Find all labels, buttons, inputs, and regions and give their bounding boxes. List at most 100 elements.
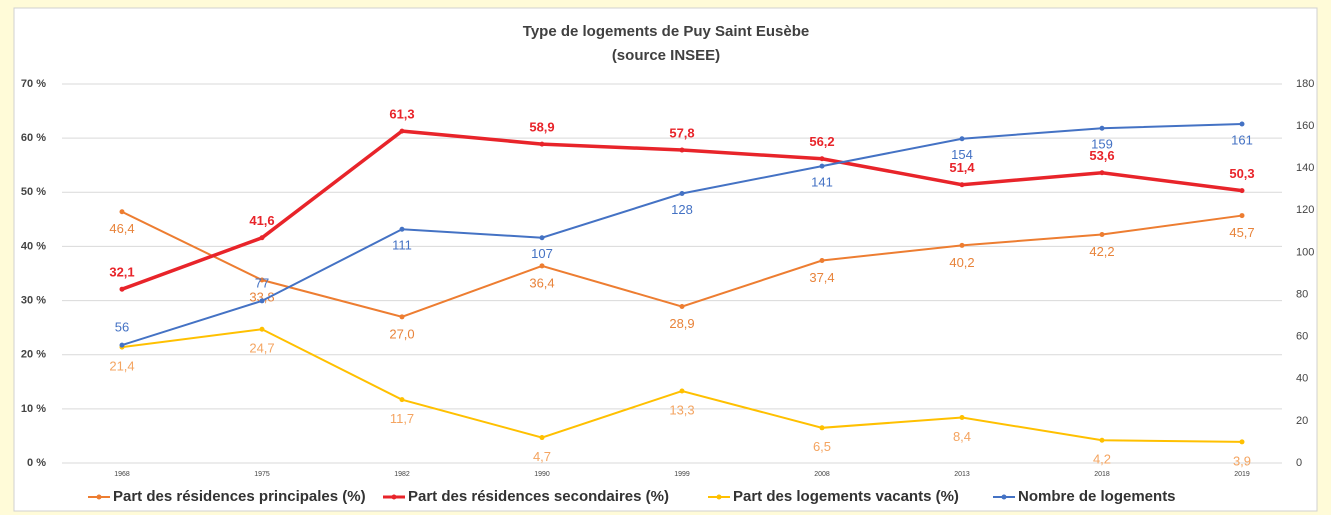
data-point [539,263,545,269]
y2-tick-label: 0 [1296,457,1302,469]
x-tick-label: 1990 [534,471,550,478]
data-point [679,190,685,196]
data-label: 51,4 [949,160,975,175]
x-tick-label: 1999 [674,471,690,478]
data-label: 46,4 [109,221,134,236]
data-point [119,286,125,292]
data-point [959,242,965,248]
legend-marker [716,494,722,500]
data-label: 24,7 [249,341,274,356]
data-point [819,258,825,264]
legend-label: Part des résidences principales (%) [113,488,366,505]
data-label: 36,4 [529,275,554,290]
data-point [1239,121,1245,127]
data-label: 37,4 [809,270,834,285]
y-tick-label: 10 % [21,403,46,415]
data-label: 28,9 [669,316,694,331]
x-tick-label: 1968 [114,471,130,478]
chart-title: Type de logements de Puy Saint Eusèbe [523,23,809,40]
data-label: 6,5 [813,439,831,454]
legend-marker [1001,494,1007,500]
data-label: 56,2 [809,134,834,149]
data-label: 159 [1091,137,1113,152]
data-point [399,128,405,134]
y-tick-label: 70 % [21,78,46,90]
data-label: 33,8 [249,289,274,304]
data-point [1099,125,1105,131]
data-label: 53,6 [1089,148,1114,163]
y2-tick-label: 20 [1296,415,1308,427]
data-label: 40,2 [949,255,974,270]
data-point [1239,439,1245,445]
chart-area [13,7,1318,512]
data-label: 21,4 [109,359,134,374]
data-point [259,298,265,304]
data-point [259,277,265,283]
data-label: 3,9 [1233,453,1251,468]
legend-label: Nombre de logements [1018,488,1176,505]
data-label: 11,7 [390,411,414,426]
y2-tick-label: 80 [1296,288,1308,300]
data-label: 154 [951,147,973,162]
x-tick-label: 2008 [814,471,830,478]
data-label: 13,3 [669,402,694,417]
data-point [539,235,545,241]
y2-tick-label: 120 [1296,204,1314,216]
legend-marker [391,494,397,500]
data-point [259,235,265,241]
data-label: 32,1 [109,265,134,280]
data-point [1099,232,1105,238]
data-point [399,226,405,232]
data-point [679,147,685,153]
data-point [679,304,685,310]
data-point [959,136,965,142]
y2-tick-label: 100 [1296,246,1314,258]
y-tick-label: 30 % [21,294,46,306]
y-tick-label: 0 % [27,457,46,469]
y2-tick-label: 160 [1296,120,1314,132]
data-label: 58,9 [529,120,554,135]
x-tick-label: 2018 [1094,471,1110,478]
data-label: 141 [811,175,833,190]
data-point [1239,213,1245,219]
legend-label: Part des logements vacants (%) [733,488,959,505]
data-point [1099,437,1105,443]
data-label: 4,2 [1093,452,1111,467]
y-tick-label: 50 % [21,186,46,198]
data-point [819,425,825,431]
x-tick-label: 2019 [1234,471,1250,478]
data-point [1239,188,1245,194]
data-point [1099,170,1105,176]
data-point [399,314,405,320]
data-label: 77 [255,275,269,290]
data-point [819,163,825,169]
x-tick-label: 1975 [254,471,270,478]
data-point [819,156,825,162]
data-label: 42,2 [1089,244,1114,259]
data-label: 128 [671,202,693,217]
data-point [119,342,125,348]
data-point [119,209,125,215]
data-point [539,435,545,441]
data-label: 56 [115,320,129,335]
data-label: 107 [531,246,553,261]
x-tick-label: 1982 [394,471,410,478]
y2-tick-label: 60 [1296,331,1308,343]
data-point [679,388,685,394]
data-label: 8,4 [953,429,971,444]
y-tick-label: 60 % [21,132,46,144]
data-label: 57,8 [669,125,694,140]
data-label: 4,7 [533,449,551,464]
data-label: 61,3 [389,107,414,122]
legend-label: Part des résidences secondaires (%) [408,488,669,505]
data-point [399,397,405,403]
data-point [259,326,265,332]
chart-subtitle: (source INSEE) [612,47,720,64]
x-tick-label: 2013 [954,471,970,478]
data-label: 41,6 [249,213,274,228]
legend-marker [96,494,102,500]
data-point [959,182,965,188]
y2-tick-label: 140 [1296,162,1314,174]
data-label: 161 [1231,132,1253,147]
